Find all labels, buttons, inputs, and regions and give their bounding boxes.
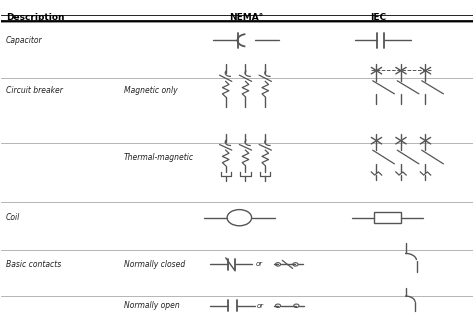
Text: Coil: Coil xyxy=(6,213,20,222)
Text: NEMA°: NEMA° xyxy=(229,13,264,22)
Text: Normally open: Normally open xyxy=(124,301,180,310)
Text: Circuit breaker: Circuit breaker xyxy=(6,86,63,95)
Text: or: or xyxy=(256,261,263,268)
Text: or: or xyxy=(257,303,264,309)
Text: Description: Description xyxy=(6,13,64,22)
Text: Basic contacts: Basic contacts xyxy=(6,260,61,269)
Text: Thermal-magnetic: Thermal-magnetic xyxy=(124,153,194,161)
Text: IEC: IEC xyxy=(370,13,386,22)
Text: Capacitor: Capacitor xyxy=(6,36,43,45)
Bar xyxy=(374,212,401,223)
Text: Normally closed: Normally closed xyxy=(124,260,185,269)
Text: Magnetic only: Magnetic only xyxy=(124,86,178,95)
